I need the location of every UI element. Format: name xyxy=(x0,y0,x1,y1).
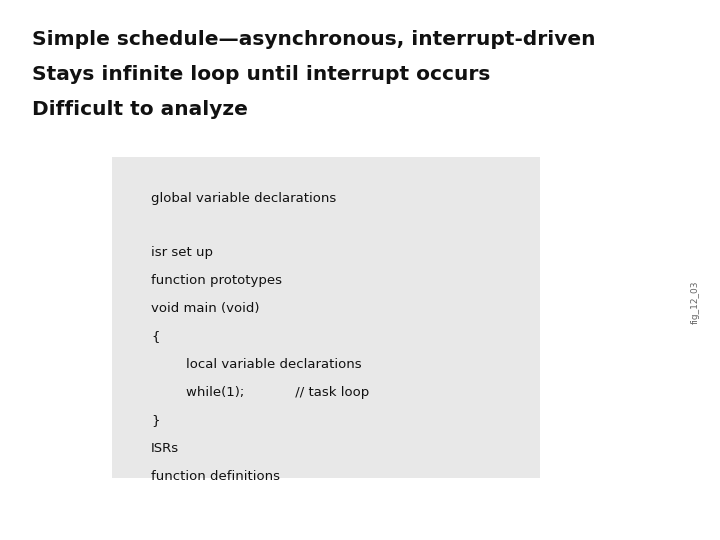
Text: }: } xyxy=(151,414,160,427)
Text: {: { xyxy=(151,330,160,343)
Text: while(1);            // task loop: while(1); // task loop xyxy=(186,386,369,399)
Text: function definitions: function definitions xyxy=(151,470,280,483)
Text: local variable declarations: local variable declarations xyxy=(186,358,361,371)
Text: Stays infinite loop until interrupt occurs: Stays infinite loop until interrupt occu… xyxy=(32,65,491,84)
Text: ISRs: ISRs xyxy=(151,442,179,455)
Text: Difficult to analyze: Difficult to analyze xyxy=(32,100,248,119)
Text: isr set up: isr set up xyxy=(151,246,213,259)
Text: Simple schedule—asynchronous, interrupt-driven: Simple schedule—asynchronous, interrupt-… xyxy=(32,30,596,49)
FancyBboxPatch shape xyxy=(112,157,540,478)
Text: function prototypes: function prototypes xyxy=(151,274,282,287)
Text: global variable declarations: global variable declarations xyxy=(151,192,336,205)
Text: fig_12_03: fig_12_03 xyxy=(690,281,699,324)
Text: void main (void): void main (void) xyxy=(151,302,260,315)
